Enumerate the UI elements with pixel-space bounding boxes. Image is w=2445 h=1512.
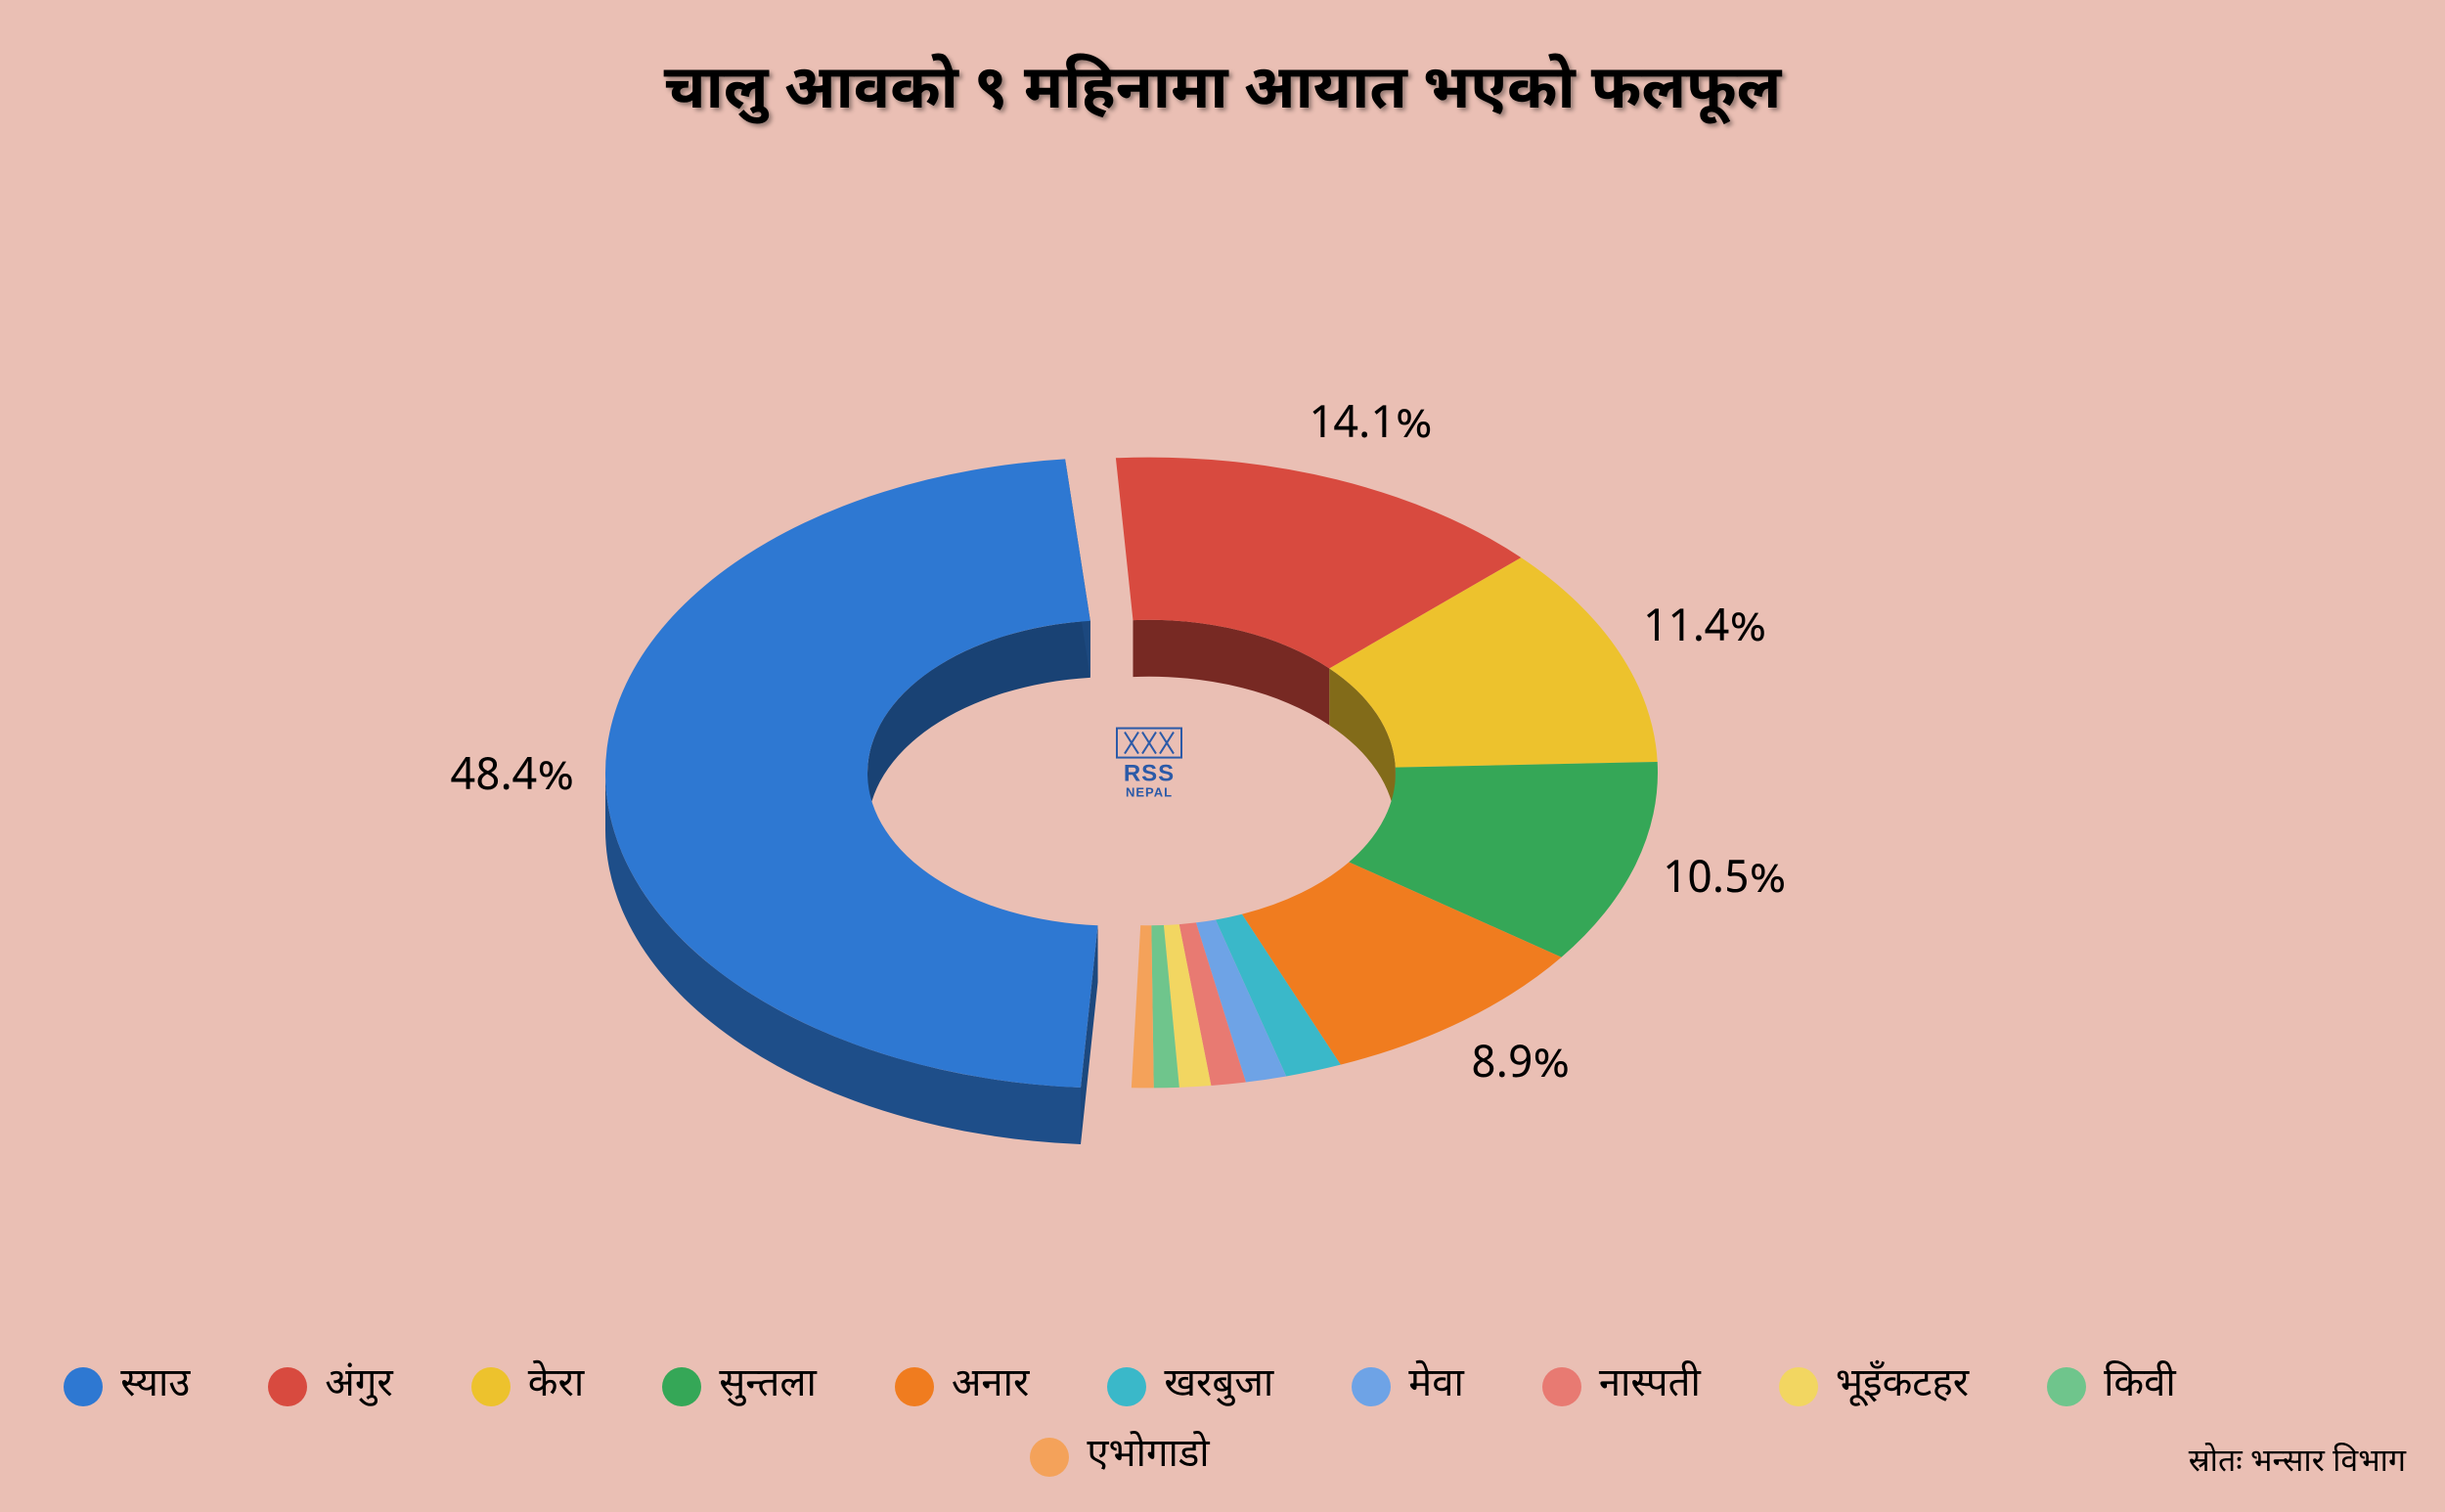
legend-swatch [471, 1367, 511, 1406]
donut-chart [0, 0, 2445, 1512]
legend-swatch [1352, 1367, 1391, 1406]
legend-label: किवी [2104, 1361, 2176, 1412]
logo-text-nepal: NEPAL [1115, 786, 1183, 800]
legend-item: सुन्तला [662, 1361, 817, 1412]
legend-label: नास्पती [1599, 1361, 1701, 1412]
legend-item: एभोगाडो [1030, 1432, 1209, 1483]
legend-label: अंगुर [325, 1361, 392, 1412]
slice-label: 8.9% [1471, 1037, 1570, 1095]
legend-swatch [1107, 1367, 1146, 1406]
legend-swatch [268, 1367, 307, 1406]
legend-swatch [895, 1367, 934, 1406]
legend-label: अनार [952, 1361, 1029, 1412]
legend-item: अंगुर [268, 1361, 392, 1412]
legend: स्याउ अंगुर केरा सुन्तला अनार खरबुजा मेवा नास्प… [59, 1361, 2181, 1483]
chart-container: चालु आवको ९ महिनामा आयात भएको फलफूल RSS … [0, 0, 2445, 1512]
legend-item: स्याउ [64, 1361, 190, 1412]
legend-item: नास्पती [1542, 1361, 1701, 1412]
legend-label: सुन्तला [719, 1361, 817, 1412]
slice-label: 48.4% [451, 749, 574, 808]
legend-label: एभोगाडो [1087, 1432, 1209, 1483]
logo-text-rss: RSS [1115, 762, 1183, 786]
source-text: स्रोतः भन्सार विभाग [2189, 1444, 2406, 1485]
center-logo: RSS NEPAL [1115, 727, 1183, 800]
legend-label: खरबुजा [1164, 1361, 1273, 1412]
legend-label: केरा [528, 1361, 584, 1412]
legend-swatch [1542, 1367, 1581, 1406]
legend-item: भूइँकटहर [1779, 1361, 1969, 1412]
slice-label: 10.5% [1663, 852, 1786, 911]
legend-label: स्याउ [120, 1361, 190, 1412]
legend-label: मेवा [1408, 1361, 1464, 1412]
legend-label: भूइँकटहर [1836, 1361, 1969, 1412]
slice-label: 11.4% [1643, 600, 1766, 659]
legend-item: खरबुजा [1107, 1361, 1273, 1412]
legend-swatch [662, 1367, 701, 1406]
slice-एभोगाडो [1132, 925, 1154, 1088]
legend-swatch [64, 1367, 103, 1406]
legend-swatch [2047, 1367, 2086, 1406]
legend-item: मेवा [1352, 1361, 1464, 1412]
legend-swatch [1030, 1438, 1069, 1477]
legend-item: किवी [2047, 1361, 2176, 1412]
legend-item: अनार [895, 1361, 1029, 1412]
slice-label: 14.1% [1309, 397, 1432, 456]
legend-swatch [1779, 1367, 1818, 1406]
legend-item: केरा [471, 1361, 584, 1412]
